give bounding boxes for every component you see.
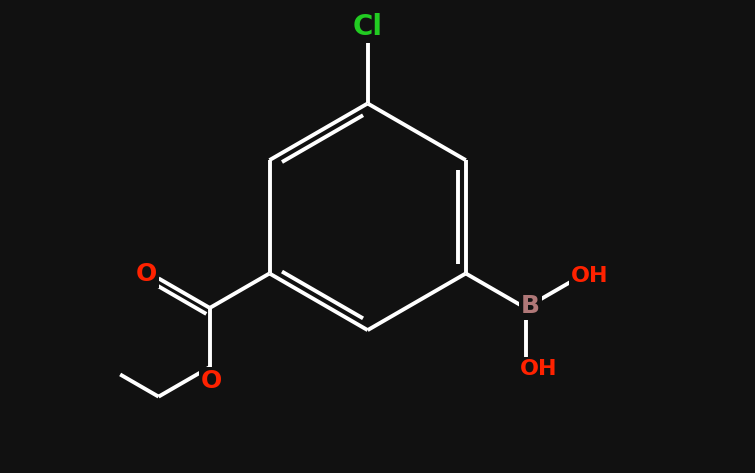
Text: OH: OH [519, 359, 557, 379]
Text: B: B [521, 294, 540, 318]
Text: Cl: Cl [353, 13, 383, 41]
Text: O: O [136, 263, 157, 287]
Text: O: O [201, 369, 223, 393]
Text: OH: OH [571, 266, 609, 287]
